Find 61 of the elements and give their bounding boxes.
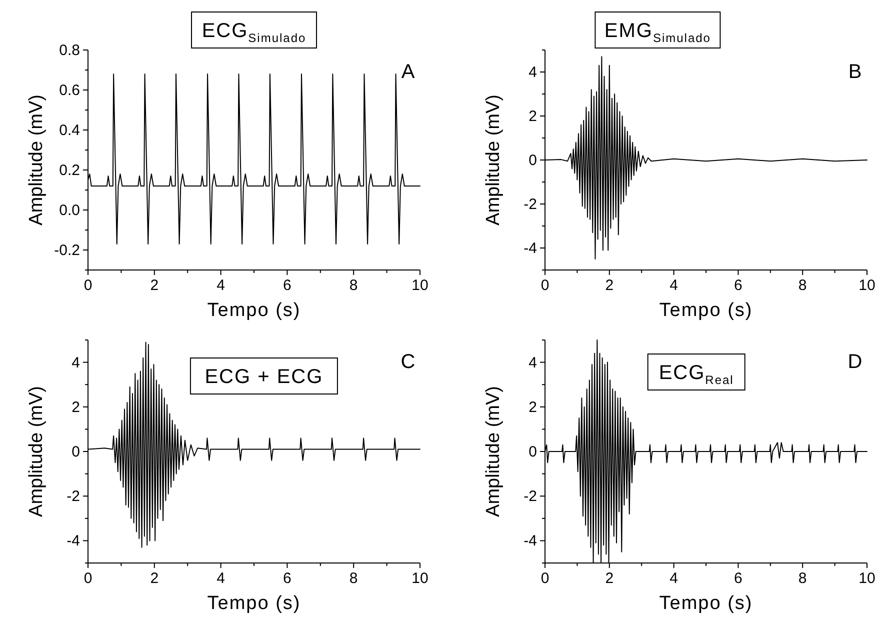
- x-tick-label: 2: [150, 277, 159, 294]
- x-axis-title: Tempo (s): [659, 300, 753, 321]
- y-tick-label: 0: [528, 444, 537, 460]
- y-tick-label: 4: [528, 64, 537, 81]
- x-axis-title: Tempo (s): [207, 300, 301, 321]
- x-tick-label: 4: [670, 277, 678, 294]
- x-tick-label: 10: [412, 570, 428, 587]
- x-tick-label: 0: [540, 277, 550, 294]
- x-tick-label: 10: [858, 570, 876, 587]
- y-axis-title: Amplitude (mV): [26, 94, 47, 226]
- y-tick-label: -4: [524, 240, 537, 257]
- y-tick-label: 4: [528, 354, 537, 372]
- y-tick-label: 2: [528, 398, 537, 416]
- y-tick-label: -4: [524, 532, 537, 550]
- x-tick-label: 6: [283, 277, 292, 294]
- x-axis-title: Tempo (s): [659, 593, 753, 614]
- x-tick-label: 2: [605, 277, 614, 294]
- x-tick-label: 6: [734, 277, 742, 294]
- y-axis-title: Amplitude (mV): [26, 386, 47, 517]
- text: ECG$_{Real}$: [658, 362, 734, 388]
- x-tick-label: 6: [734, 570, 742, 587]
- y-tick-label: 0.8: [59, 42, 80, 59]
- x-tick-label: 10: [858, 277, 876, 294]
- x-tick-label: 4: [670, 570, 678, 587]
- x-tick-label: 8: [798, 277, 807, 294]
- chart-title: EMG$_{Simulado}$: [604, 20, 711, 46]
- annotation: D: [848, 351, 862, 373]
- x-tick-label: 2: [150, 570, 159, 587]
- annotation: A: [401, 61, 416, 83]
- annotation: B: [848, 61, 862, 83]
- y-tick-label: -2: [524, 196, 537, 213]
- x-tick-label: 4: [216, 277, 225, 294]
- y-tick-label: 2: [72, 398, 80, 416]
- y-tick-label: 0.2: [59, 162, 80, 179]
- y-tick-label: 0.0: [59, 202, 80, 219]
- x-tick-label: 0: [540, 570, 550, 587]
- x-tick-label: 8: [349, 570, 358, 587]
- y-tick-label: -0.2: [54, 242, 80, 259]
- y-tick-label: 0: [528, 152, 537, 169]
- x-tick-label: 2: [605, 570, 614, 587]
- y-tick-label: -4: [66, 532, 80, 550]
- chart-title: ECG$_{Simulado}$: [202, 20, 306, 46]
- x-tick-label: 0: [84, 277, 92, 294]
- y-tick-label: -2: [66, 488, 80, 506]
- y-tick-label: 0.4: [59, 122, 80, 139]
- y-tick-label: 2: [528, 108, 537, 125]
- y-tick-label: 0: [72, 444, 80, 460]
- annotation: C: [400, 351, 416, 373]
- y-tick-label: 4: [72, 354, 80, 372]
- x-axis-title: Tempo (s): [207, 593, 301, 614]
- x-tick-label: 8: [798, 570, 807, 587]
- x-tick-label: 6: [283, 570, 292, 587]
- y-tick-label: -2: [524, 488, 537, 506]
- x-tick-label: 10: [412, 277, 428, 294]
- text: ECG + ECG: [204, 366, 324, 388]
- x-tick-label: 4: [216, 570, 225, 587]
- y-axis-title: Amplitude (mV): [483, 94, 504, 226]
- y-axis-title: Amplitude (mV): [483, 386, 504, 517]
- x-tick-label: 8: [349, 277, 358, 294]
- x-tick-label: 0: [84, 570, 92, 587]
- y-tick-label: 0.6: [59, 82, 80, 99]
